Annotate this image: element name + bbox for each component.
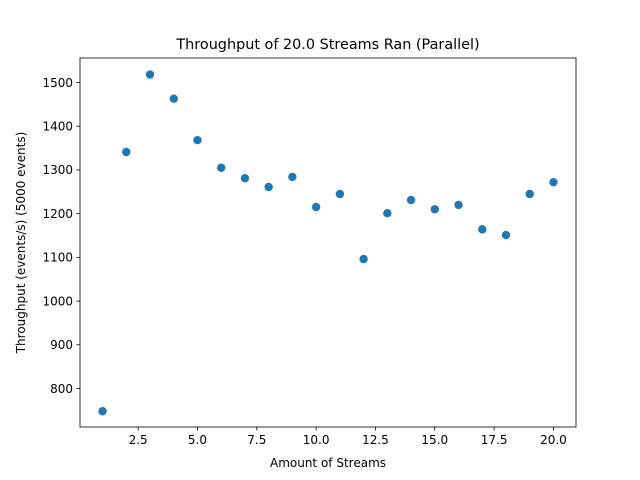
x-tick-label: 2.5: [129, 433, 148, 447]
x-tick-label: 12.5: [362, 433, 389, 447]
x-axis-label: Amount of Streams: [270, 456, 386, 470]
x-tick-label: 10.0: [303, 433, 330, 447]
chart-title: Throughput of 20.0 Streams Ran (Parallel…: [175, 37, 479, 53]
y-tick-label: 1200: [42, 207, 73, 221]
data-point: [406, 195, 416, 205]
y-tick-label: 1500: [42, 76, 73, 90]
data-point: [311, 202, 321, 212]
data-point: [122, 147, 131, 157]
data-point: [383, 209, 392, 218]
data-point: [217, 163, 226, 172]
data-point: [478, 225, 487, 234]
data-point: [264, 182, 273, 192]
y-tick-label: 1400: [42, 120, 73, 134]
data-point: [454, 200, 463, 210]
x-tick-label: 20.0: [540, 433, 567, 447]
data-point: [193, 135, 202, 145]
plot-frame: [79, 57, 577, 428]
x-tick-label: 7.5: [247, 433, 266, 447]
plot-area: [80, 58, 576, 427]
data-point: [501, 230, 511, 240]
data-point: [430, 205, 439, 214]
y-tick-label: 900: [50, 338, 73, 352]
data-point: [145, 70, 155, 79]
data-point: [98, 407, 107, 416]
y-tick-label: 1300: [42, 163, 73, 177]
y-axis-ticks: 800 900 1000 1100 1200 1300 1400 1500: [42, 76, 80, 396]
x-tick-label: 17.5: [481, 433, 508, 447]
data-point: [240, 174, 250, 183]
data-point: [359, 254, 368, 264]
data-point: [288, 172, 297, 182]
data-point: [335, 189, 345, 199]
y-tick-label: 1000: [42, 294, 73, 308]
data-point: [549, 177, 558, 187]
y-axis-label: Throughput (events/s) (5000 events): [14, 132, 28, 355]
x-tick-label: 15.0: [421, 433, 448, 447]
data-points: [98, 70, 558, 416]
x-tick-label: 5.0: [188, 433, 207, 447]
y-tick-label: 800: [50, 382, 73, 396]
x-axis-ticks: 2.5 5.0 7.5 10.0 12.5 15.0 17.5 20.0: [129, 427, 567, 447]
data-point: [525, 189, 534, 199]
y-tick-label: 1100: [42, 251, 73, 265]
data-point: [169, 94, 178, 103]
